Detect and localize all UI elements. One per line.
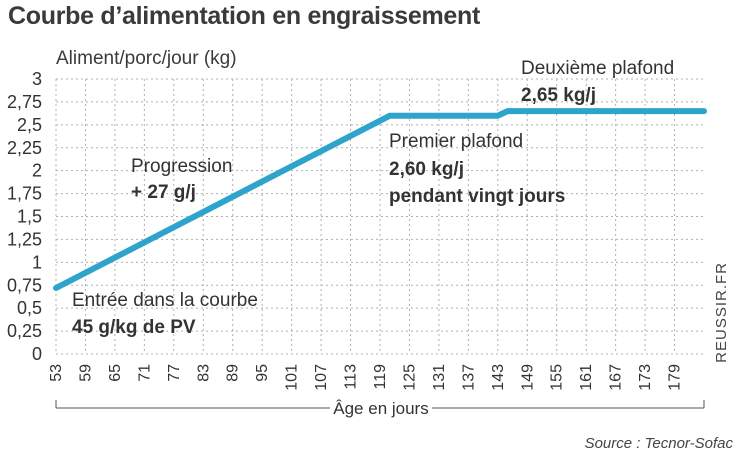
x-tick-label: 143 <box>490 364 507 391</box>
x-tick-label: 89 <box>225 364 242 382</box>
x-tick-labels: 53 59 65 71 77 83 89 95 101 107 113 119 125 131 137 143… <box>48 364 684 391</box>
series-line <box>53 108 707 291</box>
x-tick-label: 173 <box>637 364 654 391</box>
x-tick-label: 107 <box>313 364 330 391</box>
y-tick-label: 1 <box>32 252 42 272</box>
x-tick-label: 83 <box>195 364 212 382</box>
x-tick-label: 71 <box>136 364 153 382</box>
y-tick-label: 0,5 <box>17 298 42 318</box>
annotation-plafond2-line2: 2,65 kg/j <box>521 85 596 106</box>
y-tick-label: 2,75 <box>7 92 42 112</box>
x-tick-label: 137 <box>460 364 477 391</box>
y-tick-label: 1,25 <box>7 229 42 249</box>
y-tick-label: 0,75 <box>7 275 42 295</box>
x-axis-label: Âge en jours <box>333 399 428 418</box>
x-tick-label: 155 <box>549 364 566 391</box>
y-tick-label: 0 <box>32 344 42 364</box>
grid-lines <box>55 78 704 355</box>
x-axis-label-group: Âge en jours <box>55 399 705 418</box>
y-tick-label: 1,75 <box>7 184 42 204</box>
source-note: Source : Tecnor-Sofac <box>584 435 733 452</box>
x-tick-label: 161 <box>578 364 595 391</box>
y-tick-labels: 0 0,25 0,5 0,75 1 1,251,5 1,75 2 2,25 2,5 2,75 3 <box>7 69 42 364</box>
brand-watermark: REUSSIR.FR <box>713 262 730 363</box>
y-tick-label: 1,5 <box>17 207 42 227</box>
x-tick-label: 59 <box>77 364 94 382</box>
annotation-plafond1-line3: pendant vingt jours <box>389 186 565 207</box>
x-tick-label: 113 <box>343 364 360 390</box>
x-tick-label: 167 <box>608 364 625 391</box>
x-tick-label: 101 <box>284 364 301 391</box>
annotation-entree-line1: Entrée dans la courbe <box>72 290 258 311</box>
x-tick-label: 149 <box>519 364 536 391</box>
x-tick-label: 179 <box>667 364 684 391</box>
y-tick-label: 3 <box>32 69 42 89</box>
annotation-progression-line1: Progression <box>131 156 232 177</box>
x-tick-label: 95 <box>254 364 271 382</box>
x-tick-label: 53 <box>48 364 65 382</box>
chart-title: Courbe d’alimentation en engraissement <box>8 2 481 30</box>
x-tick-label: 77 <box>166 364 183 382</box>
annotation-plafond1-line2: 2,60 kg/j <box>389 159 464 180</box>
y-tick-label: 0,25 <box>7 321 42 341</box>
y-axis-label: Aliment/porc/jour (kg) <box>56 48 237 69</box>
y-tick-label: 2,25 <box>7 138 42 158</box>
annotation-plafond2-line1: Deuxième plafond <box>521 58 674 79</box>
x-tick-label: 131 <box>431 364 448 391</box>
annotation-entree-line2: 45 g/kg de PV <box>72 317 196 338</box>
x-tick-label: 119 <box>372 364 389 390</box>
annotation-progression-line2: + 27 g/j <box>131 182 196 203</box>
y-tick-label: 2,5 <box>17 115 42 135</box>
x-tick-label: 125 <box>401 364 418 391</box>
x-tick-label: 65 <box>107 364 124 382</box>
y-tick-label: 2 <box>32 161 42 181</box>
annotation-plafond1-line1: Premier plafond <box>389 131 523 152</box>
